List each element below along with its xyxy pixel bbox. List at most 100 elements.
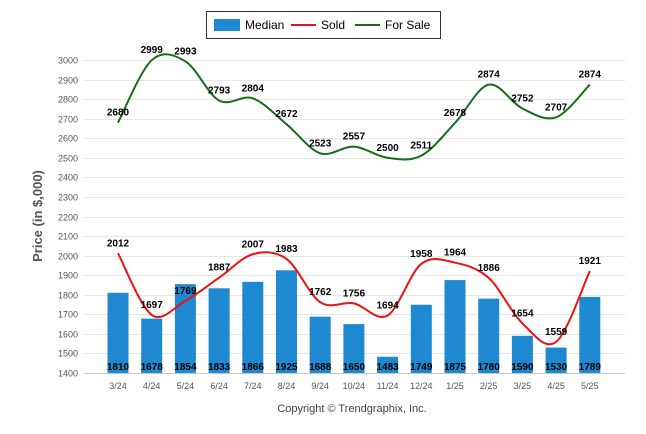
legend: Median Sold For Sale	[206, 11, 441, 39]
for-sale-value-label: 2680	[107, 108, 130, 119]
y-tick-label: 1800	[58, 291, 78, 301]
for-sale-value-label: 2557	[343, 132, 366, 143]
x-tick-label: 12/24	[410, 381, 433, 391]
median-bar	[343, 324, 365, 373]
for-sale-value-label: 2707	[545, 102, 568, 113]
median-bar	[107, 292, 129, 373]
y-tick-label: 1400	[58, 369, 78, 379]
legend-forsale-label: For Sale	[385, 18, 431, 32]
legend-median-swatch	[214, 19, 240, 31]
sold-value-label: 1654	[511, 308, 534, 319]
x-tick-label: 8/24	[278, 381, 296, 391]
median-bar	[276, 270, 297, 373]
y-axis-ticks: 1400 1500 1600 1700 1800 1900 2000 2100 2200 2300…	[58, 56, 78, 379]
legend-median-label: Median	[245, 18, 284, 32]
median-bar	[309, 316, 331, 373]
median-value-label: 1875	[444, 362, 467, 373]
x-tick-label: 7/24	[244, 381, 262, 391]
median-bar	[242, 281, 264, 373]
x-tick-label: 11/24	[377, 381, 399, 391]
y-tick-label: 2900	[58, 76, 78, 86]
median-value-label: 1678	[141, 362, 164, 373]
median-value-label: 1866	[242, 362, 265, 373]
sold-value-label: 2012	[107, 238, 130, 249]
y-tick-label: 1500	[58, 349, 78, 359]
y-tick-label: 1900	[58, 271, 78, 281]
x-tick-label: 1/25	[446, 381, 464, 391]
median-bar	[511, 335, 533, 373]
y-tick-label: 2200	[58, 213, 78, 223]
median-value-label: 1789	[579, 362, 602, 373]
sold-value-label: 1964	[444, 248, 467, 259]
x-tick-label: 3/25	[514, 381, 532, 391]
x-tick-label: 4/25	[547, 381, 565, 391]
sold-line	[117, 251, 591, 346]
x-axis-ticks: 3/24 4/24 5/24 6/24 7/24 8/24 9/24 10/24 11/24 12…	[109, 381, 598, 391]
x-tick-label: 2/25	[480, 381, 498, 391]
median-bar	[410, 304, 432, 373]
trend-lines	[117, 53, 591, 346]
median-value-label: 1925	[275, 362, 298, 373]
median-value-label: 1483	[376, 362, 399, 373]
for-sale-value-label: 2523	[309, 138, 332, 149]
sold-value-label: 1756	[343, 288, 366, 299]
for-sale-value-label: 2999	[141, 45, 164, 56]
sold-value-label: 1983	[275, 244, 298, 255]
x-tick-label: 10/24	[343, 381, 366, 391]
y-tick-label: 2700	[58, 115, 78, 125]
sold-value-label: 1762	[309, 287, 332, 298]
for-sale-value-label: 2993	[174, 46, 197, 57]
sold-value-label: 1887	[208, 263, 231, 274]
sold-value-label: 1559	[545, 327, 568, 338]
sold-value-label: 1958	[410, 249, 433, 260]
for-sale-value-label: 2500	[376, 143, 399, 154]
median-bar	[208, 288, 230, 373]
x-tick-label: 5/25	[581, 381, 599, 391]
legend-box	[206, 11, 441, 39]
median-value-label: 1650	[343, 362, 366, 373]
median-value-label: 1749	[410, 362, 433, 373]
median-bar	[545, 347, 567, 373]
sold-value-label: 1886	[478, 263, 501, 274]
for-sale-value-label: 2874	[579, 70, 602, 81]
y-tick-label: 3000	[58, 56, 78, 66]
sold-value-label: 2007	[242, 239, 265, 250]
y-tick-label: 1700	[58, 310, 78, 320]
y-tick-label: 1600	[58, 330, 78, 340]
x-tick-label: 4/24	[143, 381, 161, 391]
y-tick-label: 2100	[58, 232, 78, 242]
median-value-label: 1688	[309, 362, 332, 373]
x-tick-label: 5/24	[177, 381, 195, 391]
sold-value-label: 1694	[376, 300, 399, 311]
grid-lines	[84, 60, 625, 374]
median-bar	[377, 356, 399, 373]
median-value-label: 1810	[107, 362, 130, 373]
x-tick-label: 3/24	[109, 381, 127, 391]
y-tick-label: 2000	[58, 252, 78, 262]
median-value-label: 1854	[174, 362, 197, 373]
sold-value-label: 1921	[579, 256, 602, 267]
median-bar	[444, 280, 466, 373]
for-sale-value-label: 2793	[208, 85, 231, 96]
median-value-label: 1590	[511, 362, 534, 373]
median-bars	[107, 270, 601, 373]
y-axis-label: Price (in $,000)	[30, 170, 45, 262]
for-sale-value-label: 2511	[410, 141, 432, 152]
legend-sold-label: Sold	[321, 18, 345, 32]
sold-value-label: 1697	[141, 300, 164, 311]
for-sale-value-label: 2678	[444, 108, 467, 119]
for-sale-value-label: 2874	[478, 70, 501, 81]
for-sale-line	[117, 53, 591, 161]
median-value-label: 1530	[545, 362, 568, 373]
sold-value-label: 1769	[174, 286, 197, 297]
y-tick-label: 2500	[58, 154, 78, 164]
for-sale-value-label: 2804	[242, 83, 265, 94]
median-value-label: 1833	[208, 362, 231, 373]
median-value-label: 1780	[478, 362, 501, 373]
data-labels: 1810 1678 1854 1833 1866 1925 1688 1650 1483 1749…	[107, 45, 601, 373]
median-bar	[478, 298, 500, 373]
copyright-credit: Copyright © Trendgraphix, Inc.	[277, 403, 426, 415]
y-tick-label: 2600	[58, 134, 78, 144]
median-bar	[141, 318, 163, 373]
